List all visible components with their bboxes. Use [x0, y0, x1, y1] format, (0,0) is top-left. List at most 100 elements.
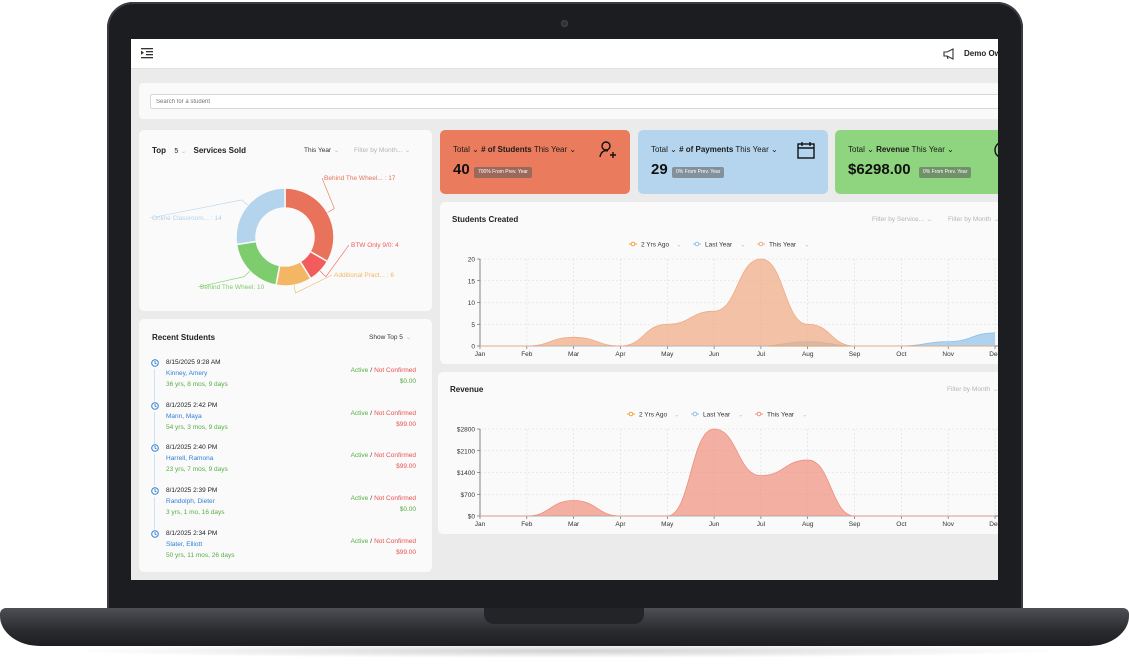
stat-tile: Total ⌄ Revenue This Year ⌄ $6298.00 0% Fr… [835, 130, 998, 194]
students-created-card: Students Created Filter by Service... ⌄ F… [440, 202, 998, 364]
legend-item[interactable]: Last Year ⌄ [693, 242, 745, 249]
tile-period[interactable]: This Year [911, 145, 945, 154]
service-filter[interactable]: Filter by Service... ⌄ [872, 216, 933, 223]
recent-student-row[interactable]: 8/15/2025 9:28 AM Kinney, Amery 36 yrs, 8 … [151, 357, 416, 401]
slice-leader-line [319, 244, 350, 278]
y-tick-label: 0 [471, 344, 475, 351]
donut-slice[interactable] [284, 187, 335, 263]
chevron-down-icon: ⌄ [180, 149, 188, 155]
top-count-select[interactable]: 5 ⌄ [174, 148, 188, 155]
x-tick-label: Dec [989, 521, 998, 528]
active-status: Active [350, 537, 369, 545]
series-area[interactable] [480, 259, 995, 346]
x-tick-label: Nov [942, 521, 954, 528]
period-value: This Year [304, 147, 332, 154]
chevron-down-icon: ⌄ [864, 145, 877, 154]
user-name[interactable]: Demo Own [964, 49, 998, 58]
confirm-status: Not Confirmed [374, 452, 416, 460]
legend-marker [694, 241, 700, 247]
student-date: 8/1/2025 2:42 PM [166, 401, 218, 409]
legend-item[interactable]: 2 Yrs Ago ⌄ [629, 242, 681, 249]
slice-leader-line [321, 177, 335, 213]
student-name-link[interactable]: Mann, Maya [166, 412, 202, 420]
donut-slice[interactable] [235, 187, 286, 246]
student-amount: $99.00 [396, 420, 416, 428]
legend-marker [630, 241, 636, 247]
student-name-link[interactable]: Slater, Elliott [166, 540, 203, 548]
laptop-shadow [60, 644, 1070, 658]
x-tick-label: Mar [568, 351, 580, 358]
x-tick-label: Apr [615, 521, 626, 528]
month-filter[interactable]: Filter by Month... ⌄ [354, 147, 412, 154]
tile-period[interactable]: This Year [735, 145, 769, 154]
chevron-down-icon: ⌄ [804, 243, 809, 249]
y-tick-label: 5 [471, 322, 475, 329]
x-tick-label: Oct [896, 521, 906, 528]
tile-change-badge: 0% From Prev. Year [919, 167, 972, 178]
clock-icon [151, 444, 159, 453]
active-status: Active [350, 409, 369, 417]
stat-tile: Total ⌄ # of Payments This Year ⌄ 29 0% Fr… [638, 130, 828, 194]
slice-label: Online Classroom... : 14 [152, 215, 222, 222]
student-name-link[interactable]: Harrell, Ramona [166, 455, 214, 463]
student-status: Active / Not Confirmed [351, 495, 416, 502]
stat-tile: Total ⌄ # of Students This Year ⌄ 40 700% … [440, 130, 630, 194]
legend-item[interactable]: This Year ⌄ [757, 242, 809, 249]
donut-slice[interactable] [235, 240, 281, 287]
series-line [480, 258, 995, 347]
legend-marker [692, 411, 698, 417]
recent-student-row[interactable]: 8/1/2025 2:34 PM Slater, Elliott 50 yrs, 1… [151, 528, 416, 568]
legend-marker [628, 411, 634, 417]
tile-prefix[interactable]: Total [651, 145, 668, 154]
clock-icon [151, 359, 159, 367]
recent-student-row[interactable]: 8/1/2025 2:39 PM Randolph, Dieter 3 yrs, 1… [151, 485, 416, 530]
tile-period[interactable]: This Year [533, 145, 568, 154]
students-created-chart: 2 Yrs Ago ⌄ Last Year ⌄ This Year ⌄ 0 5 10 15 20 Ja… [468, 242, 998, 358]
legend-label: 2 Yrs Ago [641, 242, 669, 249]
slice-label: Additional Pract... : 6 [334, 272, 394, 279]
timeline-line [154, 411, 155, 444]
search-input[interactable] [150, 94, 998, 109]
student-date: 8/1/2025 2:39 PM [166, 487, 218, 495]
tile-prefix[interactable]: Total [453, 145, 470, 154]
x-tick-label: Jul [757, 521, 766, 528]
top-services-card: Top 5 ⌄ Services Sold This Year ⌄ Filter b… [139, 130, 432, 311]
x-tick-label: Jun [709, 351, 720, 358]
student-status: Active / Not Confirmed [351, 538, 416, 545]
menu-collapse-icon[interactable] [141, 47, 153, 59]
recent-student-row[interactable]: 8/1/2025 2:40 PM Harrell, Ramona 23 yrs, 7… [151, 442, 416, 487]
series-area[interactable] [480, 429, 995, 516]
show-top-select[interactable]: Show Top 5 ⌄ [369, 334, 412, 341]
period-select[interactable]: This Year ⌄ [304, 147, 340, 154]
recent-student-row[interactable]: 8/1/2025 2:42 PM Mann, Maya 54 yrs, 3 mos,… [151, 400, 416, 444]
y-tick-label: 15 [468, 278, 476, 285]
series-area[interactable] [480, 332, 995, 346]
legend-item[interactable]: Last Year ⌄ [691, 412, 743, 419]
revenue-card: Revenue Filter by Month⌄ 2 Yrs Ago⌄Last … [438, 372, 998, 534]
camera-icon [561, 20, 568, 27]
month-filter-students[interactable]: Filter by Month⌄ [948, 216, 998, 223]
chevron-down-icon: ⌄ [404, 148, 412, 154]
month-filter-revenue[interactable]: Filter by Month⌄ [947, 386, 998, 393]
chevron-down-icon: ⌄ [768, 145, 778, 154]
legend-marker [756, 411, 762, 417]
student-name-link[interactable]: Kinney, Amery [166, 370, 208, 377]
x-tick-label: May [661, 521, 674, 528]
student-age: 3 yrs, 1 mo, 16 days [166, 509, 225, 517]
status-separator: / [370, 495, 373, 503]
legend-item[interactable]: 2 Yrs Ago ⌄ [627, 412, 679, 419]
slice-leader-line [149, 199, 248, 219]
legend-item[interactable]: This Year ⌄ [755, 412, 807, 419]
student-name-link[interactable]: Randolph, Dieter [166, 498, 215, 506]
confirm-status: Not Confirmed [374, 409, 416, 417]
x-tick-label: Sep [849, 521, 861, 528]
x-tick-label: Jan [475, 521, 486, 528]
confirm-status: Not Confirmed [374, 495, 416, 503]
megaphone-icon[interactable] [943, 48, 956, 60]
student-status: Active / Not Confirmed [351, 410, 416, 417]
top-services-prefix: Top [152, 146, 167, 155]
x-tick-label: Apr [615, 351, 626, 358]
student-status: Active / Not Confirmed [351, 452, 416, 459]
tile-prefix[interactable]: Total [848, 145, 865, 154]
